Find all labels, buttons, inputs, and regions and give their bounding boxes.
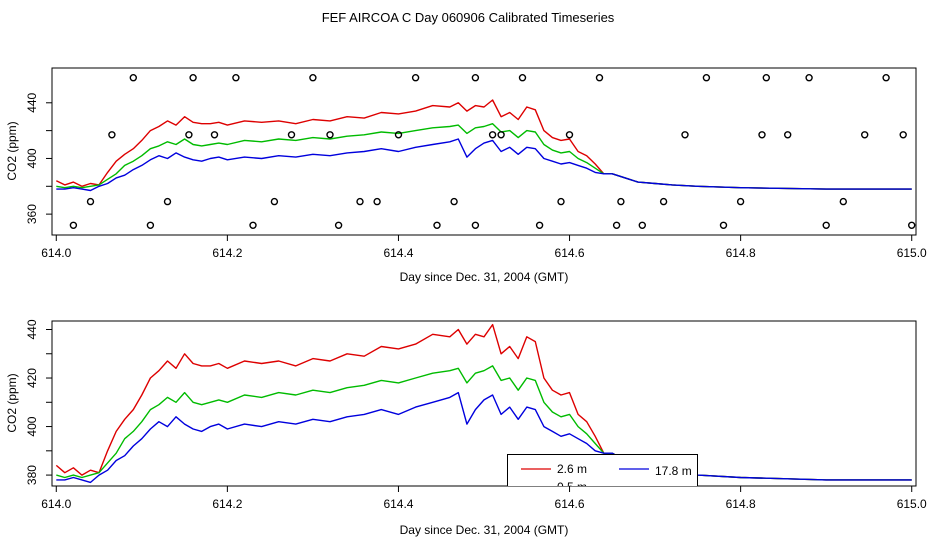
legend-label-17-8m: 17.8 m: [655, 464, 692, 478]
bottom-y-tick-label: 380: [25, 465, 39, 485]
top-scatter-point: [557, 197, 565, 206]
top-scatter-point: [433, 221, 441, 230]
legend-label-2-6m: 2.6 m: [557, 462, 587, 476]
top-scatter-point: [736, 197, 745, 206]
top-y-tick-label: 400: [25, 148, 39, 168]
top-scatter-point: [839, 197, 847, 206]
bottom-x-tick-label: 614.4: [383, 497, 413, 511]
top-x-tick-label: 614.2: [212, 246, 242, 260]
top-series-group: [55, 99, 912, 192]
top-scatter-point: [249, 221, 257, 230]
top-y-tick-label: 440: [25, 92, 39, 112]
top-y-axis-label: CO2 (ppm): [5, 121, 19, 180]
top-scatter-point: [309, 73, 317, 82]
top-scatter-point: [702, 73, 711, 82]
top-scatter-point: [681, 131, 689, 139]
bottom-y-tick-label: 400: [25, 416, 39, 436]
bottom-y-tick-label: 440: [25, 319, 39, 339]
top-scatter-group: [69, 73, 916, 230]
legend-label-0-5m: 0.5 m: [557, 480, 587, 494]
top-scatter-point: [899, 131, 907, 139]
top-scatter-point: [108, 131, 116, 139]
top-scatter-point: [373, 197, 381, 206]
top-axes-group: 614.0 614.2 614.4 614.6 614.8 615.0 360 400 440: [25, 92, 927, 260]
bottom-x-tick-label: 614.0: [41, 497, 71, 511]
bottom-x-axis-label: Day since Dec. 31, 2004 (GMT): [400, 523, 569, 537]
top-scatter-point: [638, 221, 646, 230]
top-scatter-point: [86, 197, 95, 206]
top-scatter-point: [210, 131, 219, 139]
top-scatter-point: [719, 221, 728, 230]
bottom-panel-frame: [51, 320, 917, 487]
top-scatter-point: [908, 221, 916, 230]
top-scatter-point: [518, 73, 527, 82]
top-scatter-point: [882, 73, 890, 82]
legend-box: [507, 454, 698, 486]
top-x-tick-label: 614.6: [555, 246, 585, 260]
top-scatter-point: [595, 73, 604, 82]
top-scatter-point: [146, 221, 155, 230]
bottom-y-axis-label: CO2 (ppm): [5, 373, 19, 432]
top-panel: 614.0 614.2 614.4 614.6 614.8 615.0360400440 …: [5, 67, 927, 284]
top-scatter-point: [334, 221, 343, 230]
top-scatter-point: [471, 73, 480, 82]
bottom-series-17-8-m-line: [56, 391, 912, 484]
top-scatter-point: [805, 73, 813, 82]
top-series-2-6-m-line: [55, 99, 912, 190]
bottom-series-2-6-m-line: [55, 323, 912, 481]
top-scatter-point: [185, 131, 193, 139]
legend-clip: 2.6 m 0.5 m 17.8 m: [507, 454, 698, 494]
top-y-tick-label: 360: [25, 204, 39, 224]
top-scatter-point: [232, 73, 240, 82]
top-scatter-point: [497, 131, 505, 139]
top-panel-frame: [51, 67, 917, 236]
top-scatter-point: [287, 131, 296, 139]
top-x-tick-label: 615.0: [897, 246, 927, 260]
bottom-panel: 614.0 614.2 614.4 614.6 614.8 615.0 380 400 420 4…: [5, 319, 927, 537]
top-scatter-point: [758, 131, 766, 139]
top-scatter-point: [659, 197, 668, 206]
figure-title: FEF AIRCOA C Day 060906 Calibrated Times…: [322, 10, 615, 25]
top-scatter-point: [762, 73, 770, 82]
bottom-series-group: [55, 323, 912, 484]
top-scatter-point: [471, 221, 480, 230]
bottom-x-tick-label: 614.8: [726, 497, 756, 511]
top-scatter-point: [270, 197, 279, 206]
bottom-axes-group: 614.0 614.2 614.4 614.6 614.8 615.0 380 400 420 4…: [25, 319, 927, 511]
top-scatter-point: [69, 221, 78, 230]
bottom-y-tick-label: 420: [25, 368, 39, 388]
top-scatter-point: [129, 73, 138, 82]
top-x-axis-label: Day since Dec. 31, 2004 (GMT): [400, 270, 569, 284]
top-scatter-point: [822, 221, 830, 230]
top-scatter-point: [411, 73, 420, 82]
top-scatter-point: [394, 131, 403, 139]
bottom-x-tick-label: 615.0: [897, 497, 927, 511]
top-scatter-point: [565, 131, 574, 139]
top-scatter-point: [488, 131, 497, 139]
top-x-tick-label: 614.8: [726, 246, 756, 260]
top-x-tick-label: 614.0: [41, 246, 71, 260]
top-scatter-point: [617, 197, 625, 206]
legend: 2.6 m 0.5 m 17.8 m: [507, 454, 698, 494]
top-scatter-point: [326, 131, 334, 139]
top-scatter-point: [612, 221, 621, 230]
top-scatter-point: [784, 131, 792, 139]
bottom-x-tick-label: 614.2: [212, 497, 242, 511]
top-scatter-point: [189, 73, 197, 82]
top-scatter-point: [450, 197, 458, 206]
top-scatter-point: [356, 197, 364, 206]
bottom-series-0-5-m-line: [56, 365, 912, 481]
top-scatter-point: [163, 197, 172, 206]
top-scatter-point: [861, 131, 869, 139]
top-series-17-8-m-line: [56, 138, 912, 192]
top-scatter-point: [535, 221, 544, 230]
bottom-x-tick-label: 614.6: [555, 497, 585, 511]
top-x-tick-label: 614.4: [383, 246, 413, 260]
